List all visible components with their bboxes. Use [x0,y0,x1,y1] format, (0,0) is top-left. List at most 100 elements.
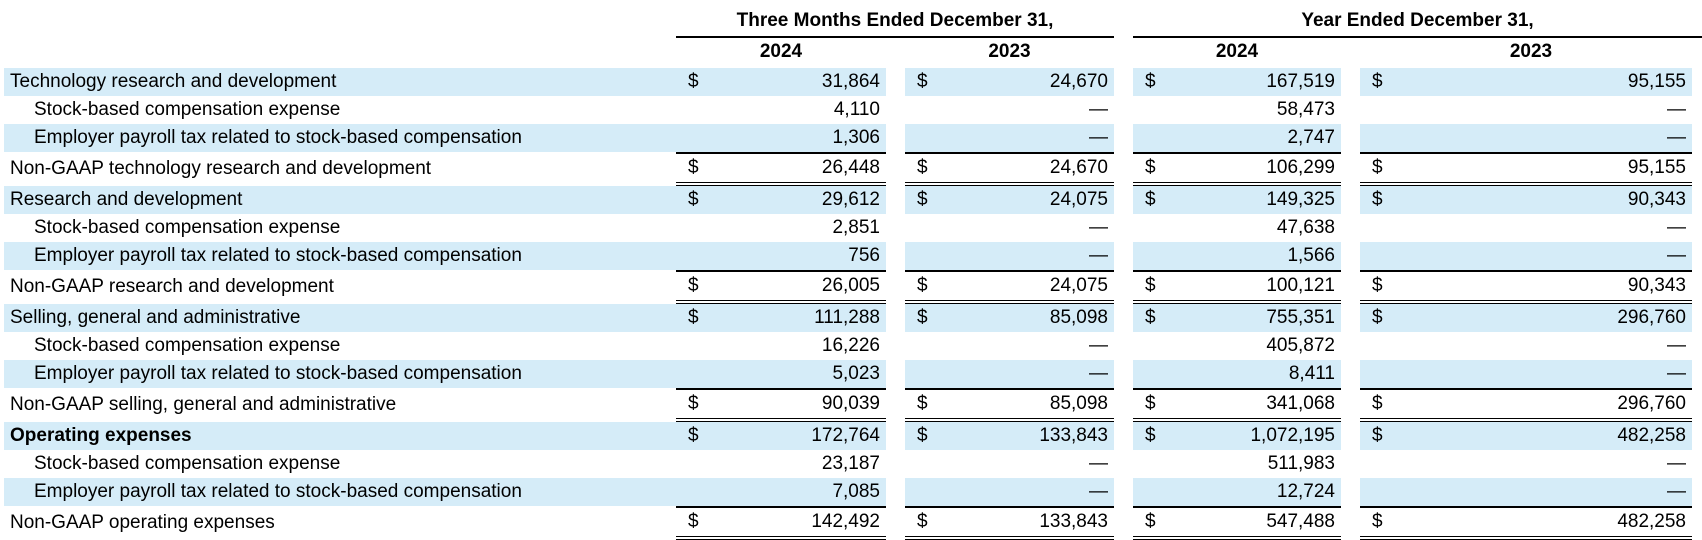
table-row: Stock-based compensation expense 2,851 — 47… [4,214,1692,242]
currency-symbol [905,242,945,270]
value-cell: 755,351 [1173,304,1341,332]
column-gap [1341,96,1360,124]
value-cell: 482,258 [1400,422,1692,450]
value-cell: 172,764 [716,422,886,450]
currency-symbol: $ [1133,68,1173,96]
column-gap [886,242,905,270]
value-cell: 24,670 [945,68,1114,96]
currency-symbol [1133,214,1173,242]
value-cell: 24,075 [945,270,1114,304]
row-label: Employer payroll tax related to stock-ba… [4,124,676,152]
table-row: Non-GAAP operating expenses $142,492 $133,… [4,506,1692,540]
currency-symbol: $ [676,270,716,304]
column-gap [1114,332,1133,360]
currency-symbol [676,242,716,270]
table-row: Stock-based compensation expense 23,187 — 5… [4,450,1692,478]
table-row: Employer payroll tax related to stock-ba… [4,242,1692,270]
currency-symbol [905,478,945,506]
value-cell: 23,187 [821,453,880,474]
column-gap [1114,506,1133,540]
table-row: Employer payroll tax related to stock-ba… [4,360,1692,388]
value-cell: 29,612 [716,186,886,214]
currency-symbol: $ [676,304,716,332]
column-gap [1341,478,1360,506]
row-label: Non-GAAP technology research and develop… [10,158,432,179]
currency-symbol: $ [905,304,945,332]
expense-reconciliation-table: Technology research and development $31,8… [4,68,1692,540]
currency-symbol [676,450,716,478]
value-cell: — [1089,335,1108,356]
currency-symbol [905,360,945,388]
currency-symbol [905,332,945,360]
value-cell: — [945,124,1114,152]
column-gap [886,68,905,96]
currency-symbol [1360,332,1400,360]
currency-symbol: $ [1360,422,1400,450]
currency-symbol [1360,124,1400,152]
row-label: Operating expenses [4,422,676,450]
table-row: Non-GAAP selling, general and administra… [4,388,1692,422]
value-cell: — [945,360,1114,388]
column-gap [1114,478,1133,506]
value-cell: 90,039 [716,388,886,422]
row-label: Stock-based compensation expense [34,99,341,120]
value-cell: — [1089,453,1108,474]
currency-symbol [1133,96,1173,124]
currency-symbol: $ [1133,186,1173,214]
year-header-q-2023: 2023 [988,41,1031,62]
currency-symbol: $ [1360,304,1400,332]
column-gap [1341,506,1360,540]
currency-symbol [676,214,716,242]
currency-symbol: $ [1360,388,1400,422]
row-label: Stock-based compensation expense [34,335,341,356]
currency-symbol: $ [905,270,945,304]
row-label: Selling, general and administrative [4,304,676,332]
table-row: Technology research and development $31,8… [4,68,1692,96]
value-cell: 24,075 [945,186,1114,214]
currency-symbol: $ [676,422,716,450]
currency-symbol [1133,124,1173,152]
value-cell: 167,519 [1173,68,1341,96]
currency-symbol [1360,450,1400,478]
value-cell: 24,670 [945,152,1114,186]
column-gap [1114,270,1133,304]
column-gap [886,450,905,478]
currency-symbol: $ [1133,506,1173,540]
value-cell: 16,226 [821,335,880,356]
column-gap [1341,242,1360,270]
column-gap [1341,450,1360,478]
row-label: Employer payroll tax related to stock-ba… [4,360,676,388]
currency-symbol: $ [1133,270,1173,304]
column-gap [1114,152,1133,186]
year-header-y-2024: 2024 [1215,41,1259,62]
table-row: Stock-based compensation expense 4,110 — 58… [4,96,1692,124]
three-months-header: Three Months Ended December 31, [736,10,1054,31]
value-cell: 90,343 [1400,186,1692,214]
column-gap [1341,304,1360,332]
row-label: Non-GAAP research and development [10,276,334,297]
column-gap [1341,186,1360,214]
column-gap [1341,332,1360,360]
value-cell: 106,299 [1173,152,1341,186]
column-gap [1114,304,1133,332]
column-gap [1114,214,1133,242]
currency-symbol: $ [676,68,716,96]
currency-symbol: $ [676,388,716,422]
currency-symbol [905,96,945,124]
value-cell: — [1667,217,1686,238]
column-gap [1114,450,1133,478]
currency-symbol [676,124,716,152]
value-cell: 26,448 [716,152,886,186]
column-gap [886,304,905,332]
row-label: Technology research and development [4,68,676,96]
row-label: Employer payroll tax related to stock-ba… [4,478,676,506]
column-gap [1341,422,1360,450]
year-ended-header-rule [1133,36,1702,38]
value-cell: 1,072,195 [1173,422,1341,450]
value-cell: — [1667,335,1686,356]
currency-symbol: $ [1360,270,1400,304]
currency-symbol [676,478,716,506]
value-cell: 756 [716,242,886,270]
column-gap [886,152,905,186]
column-gap [886,96,905,124]
